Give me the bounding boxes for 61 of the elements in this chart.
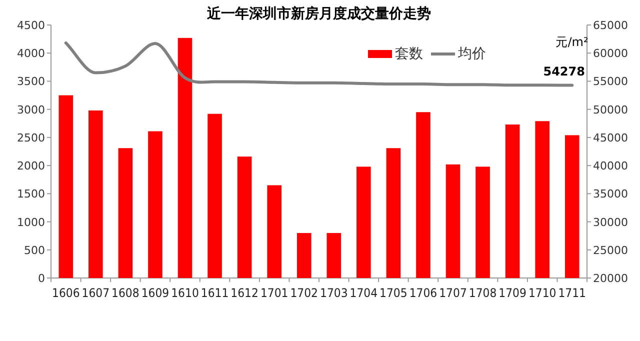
x-tick-label: 1606 xyxy=(52,286,83,300)
y-tick-label: 1500 xyxy=(17,188,45,201)
bar xyxy=(356,166,371,278)
x-tick-label: 1612 xyxy=(230,286,262,300)
bar xyxy=(58,95,74,278)
x-tick-label: 1702 xyxy=(290,286,321,300)
bar xyxy=(267,185,282,278)
y2-tick-label: 65000 xyxy=(593,19,628,32)
x-tick-label: 1709 xyxy=(498,286,530,300)
bar xyxy=(476,166,490,278)
x-tick-label: 1706 xyxy=(409,286,440,300)
y-tick-label: 2000 xyxy=(17,160,45,173)
legend-label: 均价 xyxy=(457,46,486,62)
y-tick-label: 3000 xyxy=(17,103,45,116)
x-tick-label: 1704 xyxy=(350,286,380,300)
chart-title: 近一年深圳市新房月度成交量价走势 xyxy=(206,5,431,22)
bar xyxy=(208,114,222,278)
x-tick-label: 1607 xyxy=(82,286,112,300)
bar xyxy=(237,156,252,278)
y2-axis-title: 元/m² xyxy=(556,35,588,49)
bar xyxy=(326,233,342,278)
x-tick-label: 1703 xyxy=(320,286,351,300)
bar xyxy=(296,233,312,278)
bar xyxy=(178,38,192,278)
y2-tick-label: 35000 xyxy=(593,188,628,201)
data-label: 54278 xyxy=(543,64,585,78)
y2-tick-label: 55000 xyxy=(593,75,628,88)
bar xyxy=(88,110,103,278)
legend-label: 套数 xyxy=(395,46,423,62)
x-tick-label: 1708 xyxy=(468,286,500,300)
bar xyxy=(505,124,520,278)
y-tick-label: 500 xyxy=(24,244,45,257)
y-tick-label: 2500 xyxy=(17,131,45,144)
bar xyxy=(446,164,460,278)
x-tick-label: 1701 xyxy=(260,286,291,300)
y-tick-label: 1000 xyxy=(17,216,45,229)
bar xyxy=(118,148,133,278)
x-tick-label: 1610 xyxy=(171,286,202,300)
y2-tick-label: 40000 xyxy=(593,160,628,173)
y2-tick-label: 60000 xyxy=(593,47,628,60)
x-tick-label: 1705 xyxy=(380,286,410,300)
y-tick-label: 4000 xyxy=(17,47,45,60)
y2-tick-label: 20000 xyxy=(593,272,628,285)
x-tick-label: 1710 xyxy=(528,286,559,300)
y-tick-label: 3500 xyxy=(17,75,45,88)
x-tick-label: 1707 xyxy=(439,286,470,300)
y2-tick-label: 45000 xyxy=(593,131,628,144)
y2-tick-label: 50000 xyxy=(593,103,628,116)
y-tick-label: 4500 xyxy=(17,19,45,32)
y-tick-label: 0 xyxy=(38,272,45,285)
bar xyxy=(386,148,401,278)
bar xyxy=(564,135,580,278)
bar xyxy=(148,131,162,278)
x-tick-label: 1608 xyxy=(112,286,142,300)
x-tick-label: 1609 xyxy=(141,286,172,300)
bar xyxy=(416,112,430,278)
y2-tick-label: 30000 xyxy=(593,216,628,229)
x-tick-label: 1611 xyxy=(200,286,232,300)
x-tick-label: 1711 xyxy=(558,286,589,300)
y2-tick-label: 25000 xyxy=(593,244,628,257)
bar xyxy=(535,121,550,278)
